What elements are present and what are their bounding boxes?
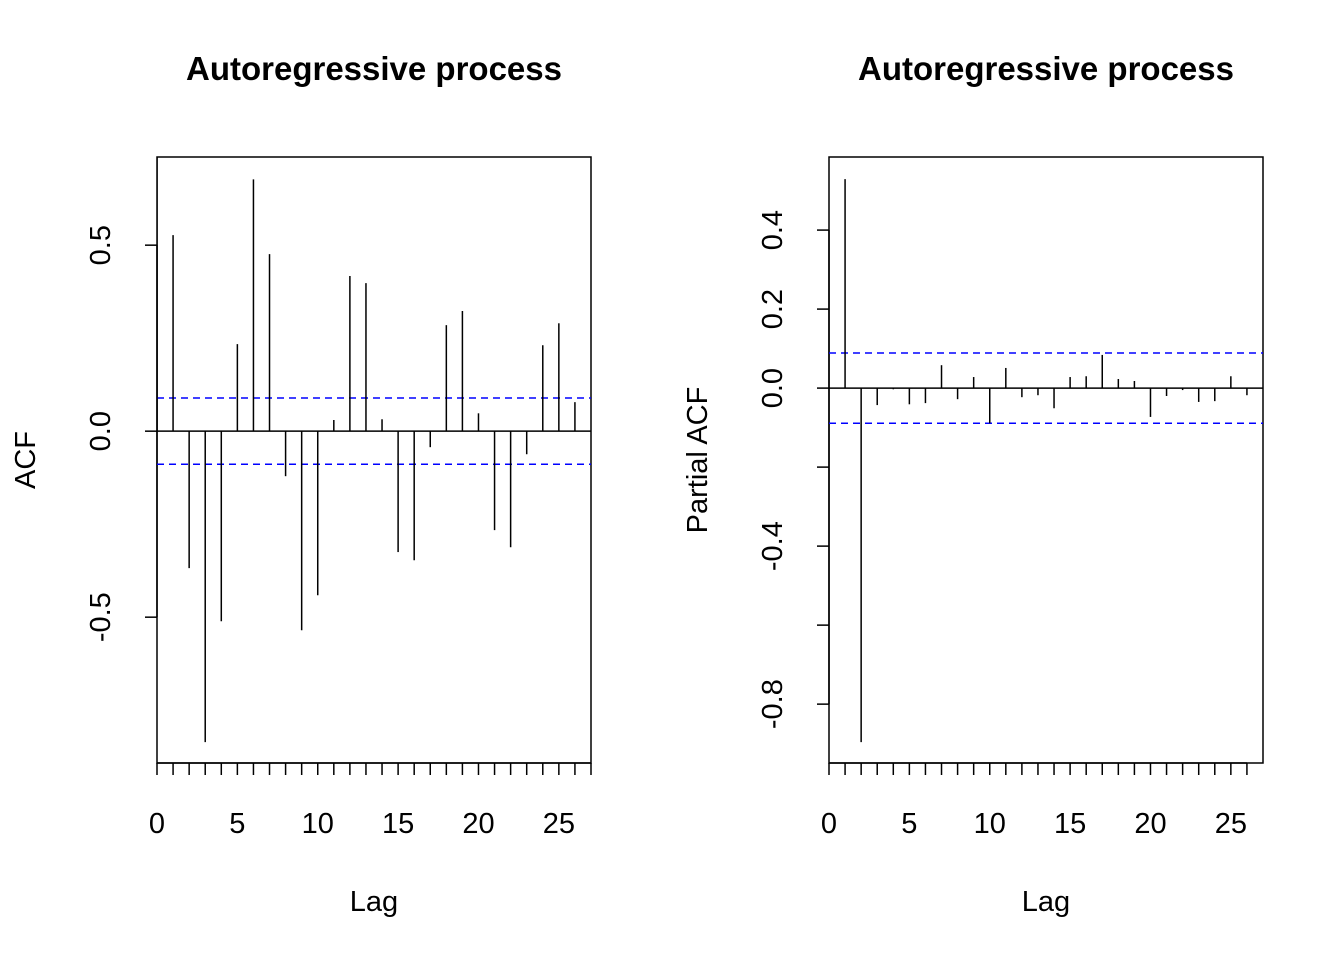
y-tick-label: 0.0 xyxy=(757,368,789,408)
y-tick-label: -0.8 xyxy=(757,679,789,729)
x-tick-label: 10 xyxy=(974,808,1006,840)
panel: Autoregressive process Lag ACF 0 5 10 15 20 25 -0… xyxy=(10,50,592,918)
x-tick-label: 20 xyxy=(462,808,494,840)
x-tick-label: 0 xyxy=(821,808,837,840)
x-tick-label: 0 xyxy=(149,808,165,840)
x-tick-label: 10 xyxy=(302,808,334,840)
y-tick-label: 0.2 xyxy=(757,289,789,329)
y-tick-label: 0.4 xyxy=(757,210,789,250)
y-tick-label: -0.5 xyxy=(85,592,117,642)
x-tick-label: 15 xyxy=(382,808,414,840)
y-axis-label: Partial ACF xyxy=(682,387,714,534)
x-tick-label: 15 xyxy=(1054,808,1086,840)
y-tick-label: 0.0 xyxy=(85,411,117,451)
x-axis-label: Lag xyxy=(1022,886,1070,918)
y-axis-label: ACF xyxy=(10,431,42,489)
chart-title: Autoregressive process xyxy=(186,50,562,87)
plot-area xyxy=(157,157,591,743)
x-tick-label: 5 xyxy=(229,808,245,840)
x-tick-label: 20 xyxy=(1134,808,1166,840)
plot-box xyxy=(156,156,592,764)
panel: Autoregressive process Lag Partial ACF 0 5 10… xyxy=(682,50,1264,918)
x-axis-label: Lag xyxy=(350,886,398,918)
x-tick-label: 25 xyxy=(1215,808,1247,840)
plot-box xyxy=(828,156,1264,764)
plot-area xyxy=(829,179,1263,743)
y-tick-label: -0.4 xyxy=(757,521,789,571)
chart-title: Autoregressive process xyxy=(858,50,1234,87)
x-tick-label: 5 xyxy=(901,808,917,840)
x-tick-label: 25 xyxy=(543,808,575,840)
y-tick-label: 0.5 xyxy=(85,225,117,265)
